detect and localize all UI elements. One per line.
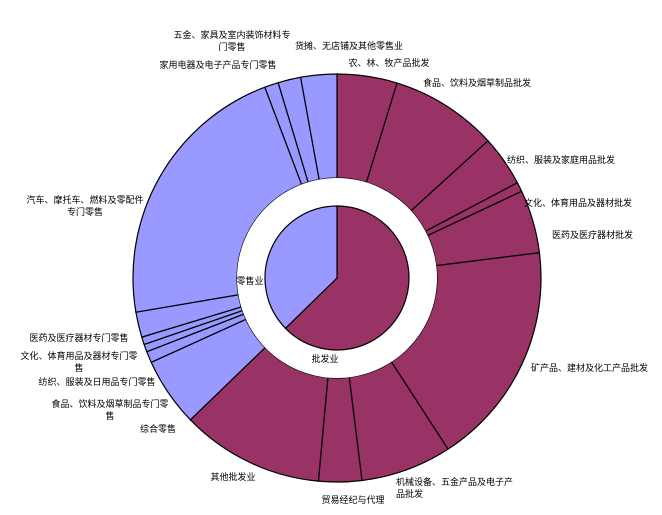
outer-label-trade-agency: 贸易经纪与代理 (321, 494, 384, 506)
outer-label-auto-retail: 汽车、摩托车、燃料及零配件专门零售 (26, 194, 143, 218)
inner-slice-wholesale (284, 205, 410, 351)
outer-label-medical-retail: 医药及医疗器材专门零售 (29, 332, 128, 344)
outer-label-food-wholesale: 食品、饮料及烟草制品批发 (423, 77, 531, 89)
outer-label-hardware-retail: 五金、家具及室内装饰材料专门零售 (173, 29, 290, 53)
outer-label-textile-wholesale: 纺织、服装及家庭用品批发 (507, 154, 615, 166)
outer-label-stall-retail: 货摊、无店铺及其他零售业 (295, 40, 403, 52)
outer-label-appliance-retail: 家用电器及电子产品专门零售 (159, 59, 276, 71)
outer-label-textile-retail: 纺织、服装及日用品专门零售 (38, 376, 155, 388)
outer-label-machinery-wholesale: 机械设备、五金产品及电子产品批发 (396, 476, 513, 500)
outer-label-general-retail: 综合零售 (140, 423, 176, 435)
inner-slice-retail (264, 205, 338, 330)
inner-ring (264, 205, 410, 351)
outer-label-culture-wholesale: 文化、体育用品及器材批发 (524, 197, 632, 209)
outer-label-agri-wholesale: 农、林、牧产品批发 (348, 57, 429, 69)
outer-label-other-wholesale: 其他批发业 (210, 471, 255, 483)
inner-label-wholesale: 批发业 (311, 353, 338, 365)
outer-label-medical-wholesale: 医药及医疗器材批发 (552, 229, 633, 241)
outer-label-mineral-wholesale: 矿产品、建材及化工产品批发 (531, 362, 648, 374)
outer-label-food-retail: 食品、饮料及烟草制品专门零售 (51, 398, 168, 422)
outer-ring (132, 73, 542, 483)
outer-label-culture-retail: 文化、体育用品及器材专门零售 (20, 350, 137, 374)
inner-label-retail: 零售业 (236, 275, 263, 287)
